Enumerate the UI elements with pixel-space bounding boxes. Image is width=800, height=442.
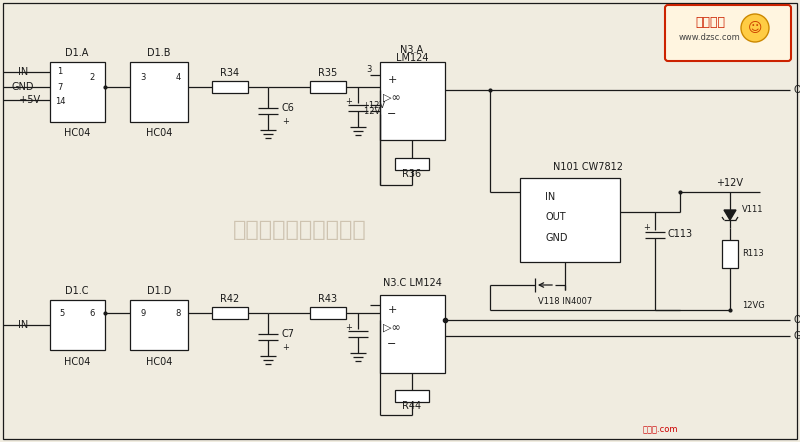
Text: 6: 6 [90, 309, 94, 317]
Text: www.dzsc.com: www.dzsc.com [679, 34, 741, 42]
Text: N101 CW7812: N101 CW7812 [553, 162, 623, 172]
Text: GND: GND [12, 82, 34, 92]
Text: IN: IN [545, 192, 555, 202]
Text: IN: IN [18, 67, 28, 77]
Bar [212, 307, 248, 319]
Text: 维库一下: 维库一下 [695, 15, 725, 28]
Text: +: + [345, 96, 352, 106]
Text: OUT: OUT [545, 212, 566, 222]
Bar [722, 240, 738, 268]
Text: 杭州将睿科技有限公司: 杭州将睿科技有限公司 [233, 220, 367, 240]
Text: +: + [282, 343, 289, 351]
Bar [212, 81, 248, 93]
Text: ▷∞: ▷∞ [383, 323, 401, 333]
Bar [50, 62, 105, 122]
FancyBboxPatch shape [665, 5, 791, 61]
Text: +: + [387, 75, 397, 85]
Text: C7: C7 [282, 329, 295, 339]
Text: V111: V111 [742, 206, 763, 214]
Text: 7: 7 [58, 83, 62, 91]
Text: HC04: HC04 [64, 128, 90, 138]
Text: 9: 9 [140, 309, 146, 317]
Text: 1: 1 [58, 68, 62, 76]
Text: 3: 3 [366, 65, 372, 75]
Text: +5V: +5V [13, 95, 40, 105]
Text: D1.C: D1.C [66, 286, 89, 296]
Bar [380, 62, 445, 140]
Text: R34: R34 [221, 68, 239, 78]
Text: HC04: HC04 [146, 128, 172, 138]
Text: ▷∞: ▷∞ [383, 93, 401, 103]
Text: D1.A: D1.A [66, 48, 89, 58]
Bar [395, 158, 429, 170]
Bar [50, 300, 105, 350]
Text: LM124: LM124 [396, 53, 428, 63]
Text: 4: 4 [175, 72, 181, 81]
Bar [380, 295, 445, 373]
Polygon shape [724, 210, 736, 220]
Text: ☺: ☺ [748, 21, 762, 35]
Text: +: + [282, 117, 289, 126]
Text: D1.D: D1.D [147, 286, 171, 296]
Circle shape [741, 14, 769, 42]
Text: GND: GND [545, 233, 567, 243]
Text: IN: IN [18, 320, 28, 330]
Text: 3: 3 [140, 72, 146, 81]
Text: OUT: OUT [793, 85, 800, 95]
Text: V118 IN4007: V118 IN4007 [538, 297, 592, 306]
Text: R113: R113 [742, 249, 764, 259]
Text: 14: 14 [54, 96, 66, 106]
Text: -12V: -12V [362, 107, 382, 115]
Text: 8: 8 [175, 309, 181, 317]
Text: R36: R36 [402, 169, 422, 179]
Bar [130, 300, 188, 350]
Text: R42: R42 [220, 294, 240, 304]
Text: R35: R35 [318, 68, 338, 78]
Text: +12V: +12V [717, 178, 743, 188]
Text: C113: C113 [668, 229, 693, 239]
Text: −: − [387, 109, 397, 119]
Text: +: + [643, 224, 650, 232]
Text: OUT: OUT [793, 315, 800, 325]
Bar [310, 307, 346, 319]
Text: N3.C LM124: N3.C LM124 [382, 278, 442, 288]
Text: 5: 5 [59, 309, 65, 317]
Text: D1.B: D1.B [147, 48, 170, 58]
Text: N3.A: N3.A [401, 45, 423, 55]
Text: GND: GND [793, 331, 800, 341]
Text: −: − [387, 339, 397, 349]
Text: +: + [345, 323, 352, 332]
Text: R44: R44 [402, 401, 422, 411]
Text: 接线图.com: 接线图.com [642, 426, 678, 434]
Text: HC04: HC04 [146, 357, 172, 367]
Text: 2: 2 [90, 72, 94, 81]
Bar [130, 62, 188, 122]
Bar [520, 178, 620, 262]
Text: HC04: HC04 [64, 357, 90, 367]
Text: +12V: +12V [362, 100, 385, 110]
Text: R43: R43 [318, 294, 338, 304]
Bar [310, 81, 346, 93]
Text: +: + [387, 305, 397, 315]
Text: C6: C6 [282, 103, 295, 113]
Bar [395, 390, 429, 402]
Text: 12VG: 12VG [742, 301, 765, 310]
